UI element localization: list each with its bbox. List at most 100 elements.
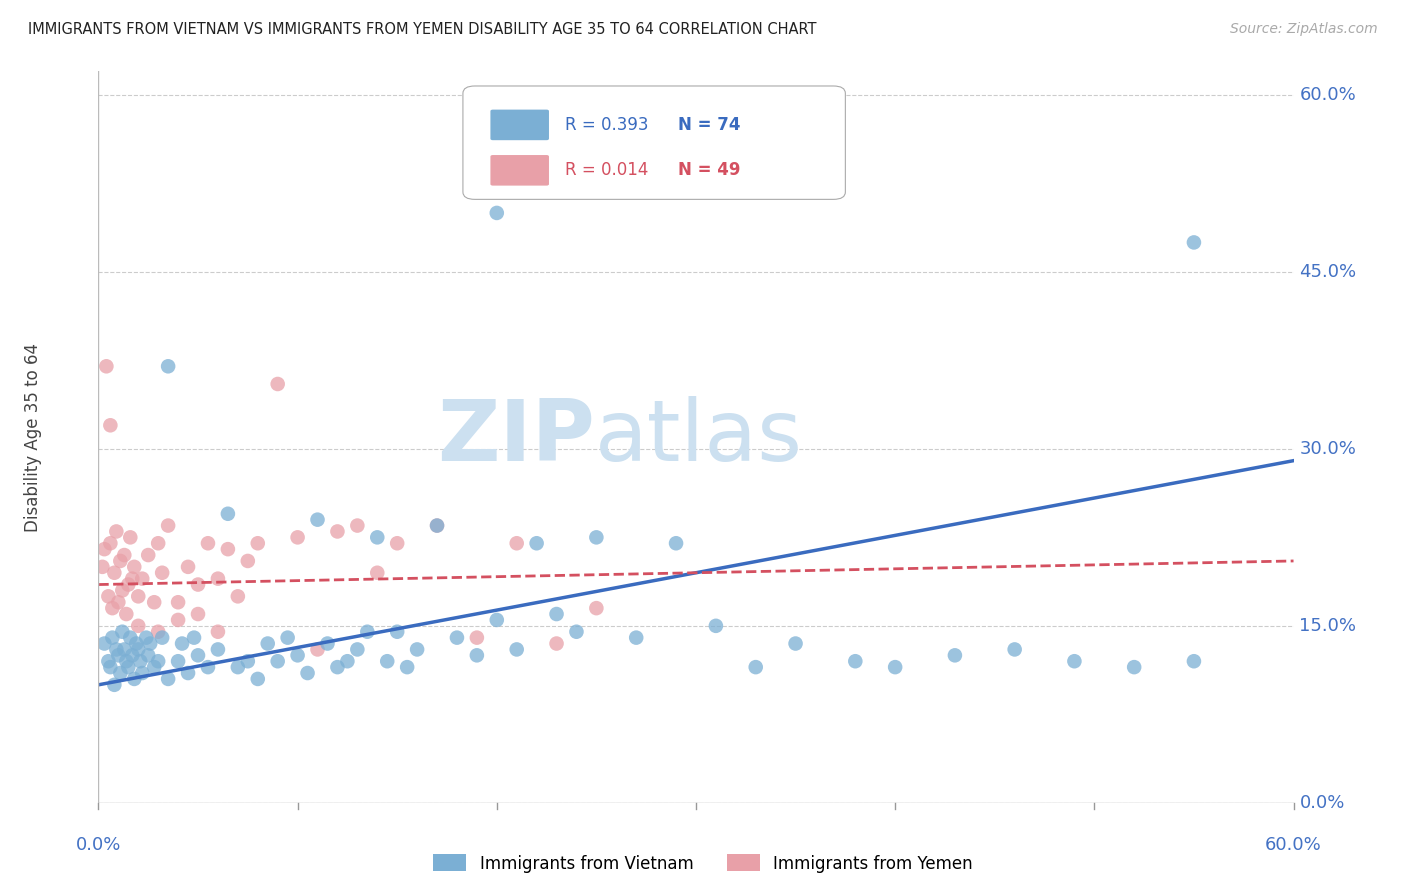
Point — [624, 631, 647, 645]
Point — [103, 566, 125, 580]
Point — [197, 536, 219, 550]
Point — [385, 624, 409, 639]
Text: 30.0%: 30.0% — [1299, 440, 1357, 458]
Point — [187, 648, 209, 663]
Point — [117, 577, 139, 591]
Point — [127, 590, 149, 604]
Point — [346, 642, 368, 657]
Text: 60.0%: 60.0% — [1265, 836, 1322, 854]
Point — [267, 376, 290, 391]
Point — [129, 654, 152, 668]
Text: 15.0%: 15.0% — [1299, 617, 1357, 635]
Point — [124, 559, 146, 574]
FancyBboxPatch shape — [491, 110, 548, 140]
Point — [157, 672, 180, 686]
Point — [585, 601, 607, 615]
Point — [93, 636, 115, 650]
Text: ZIP: ZIP — [437, 395, 595, 479]
Point — [127, 642, 149, 657]
Point — [107, 595, 129, 609]
Point — [150, 631, 173, 645]
Point — [426, 518, 449, 533]
Point — [110, 666, 132, 681]
Point — [256, 636, 278, 650]
Point — [246, 536, 269, 550]
Point — [307, 642, 329, 657]
Point — [157, 359, 180, 374]
Point — [844, 654, 866, 668]
Point — [187, 577, 209, 591]
Point — [105, 642, 128, 657]
Point — [101, 601, 124, 615]
Text: IMMIGRANTS FROM VIETNAM VS IMMIGRANTS FROM YEMEN DISABILITY AGE 35 TO 64 CORRELA: IMMIGRANTS FROM VIETNAM VS IMMIGRANTS FR… — [28, 22, 817, 37]
Point — [326, 524, 349, 539]
Point — [139, 636, 162, 650]
Point — [485, 206, 508, 220]
Point — [143, 595, 166, 609]
FancyBboxPatch shape — [463, 86, 845, 200]
Point — [167, 595, 190, 609]
Point — [183, 631, 205, 645]
Point — [1123, 660, 1146, 674]
Point — [785, 636, 807, 650]
Point — [150, 566, 173, 580]
Point — [187, 607, 209, 621]
Point — [485, 613, 508, 627]
Point — [236, 654, 259, 668]
Point — [506, 536, 529, 550]
Text: Source: ZipAtlas.com: Source: ZipAtlas.com — [1230, 22, 1378, 37]
Point — [385, 536, 409, 550]
Point — [307, 513, 329, 527]
Point — [336, 654, 359, 668]
Point — [110, 554, 132, 568]
Text: N = 49: N = 49 — [678, 161, 741, 179]
Point — [98, 536, 122, 550]
Point — [111, 583, 134, 598]
Point — [143, 660, 166, 674]
Point — [124, 672, 146, 686]
Point — [125, 636, 148, 650]
Text: 0.0%: 0.0% — [1299, 794, 1346, 812]
Point — [112, 642, 135, 657]
Point — [375, 654, 398, 668]
Point — [287, 530, 309, 544]
Point — [217, 542, 239, 557]
Point — [97, 590, 120, 604]
Point — [177, 559, 200, 574]
Point — [346, 518, 368, 533]
Point — [121, 572, 143, 586]
FancyBboxPatch shape — [491, 155, 548, 186]
Point — [97, 654, 120, 668]
Point — [136, 548, 159, 562]
Text: Disability Age 35 to 64: Disability Age 35 to 64 — [24, 343, 42, 532]
Point — [131, 666, 153, 681]
Point — [366, 566, 388, 580]
Point — [406, 642, 429, 657]
Point — [465, 648, 488, 663]
Point — [526, 536, 548, 550]
Point — [167, 654, 190, 668]
Point — [356, 624, 378, 639]
Point — [565, 624, 588, 639]
Point — [148, 624, 170, 639]
Point — [1004, 642, 1026, 657]
Point — [277, 631, 299, 645]
Point — [546, 636, 568, 650]
Point — [120, 530, 142, 544]
Point — [326, 660, 349, 674]
Text: 45.0%: 45.0% — [1299, 263, 1357, 281]
Point — [117, 660, 139, 674]
Point — [98, 660, 122, 674]
Text: atlas: atlas — [595, 395, 803, 479]
Point — [148, 654, 170, 668]
Point — [111, 624, 134, 639]
Point — [226, 660, 249, 674]
Point — [665, 536, 688, 550]
Point — [121, 648, 143, 663]
Point — [1063, 654, 1085, 668]
Point — [465, 631, 488, 645]
Point — [98, 418, 122, 433]
Point — [704, 619, 727, 633]
Point — [167, 613, 190, 627]
Point — [546, 607, 568, 621]
